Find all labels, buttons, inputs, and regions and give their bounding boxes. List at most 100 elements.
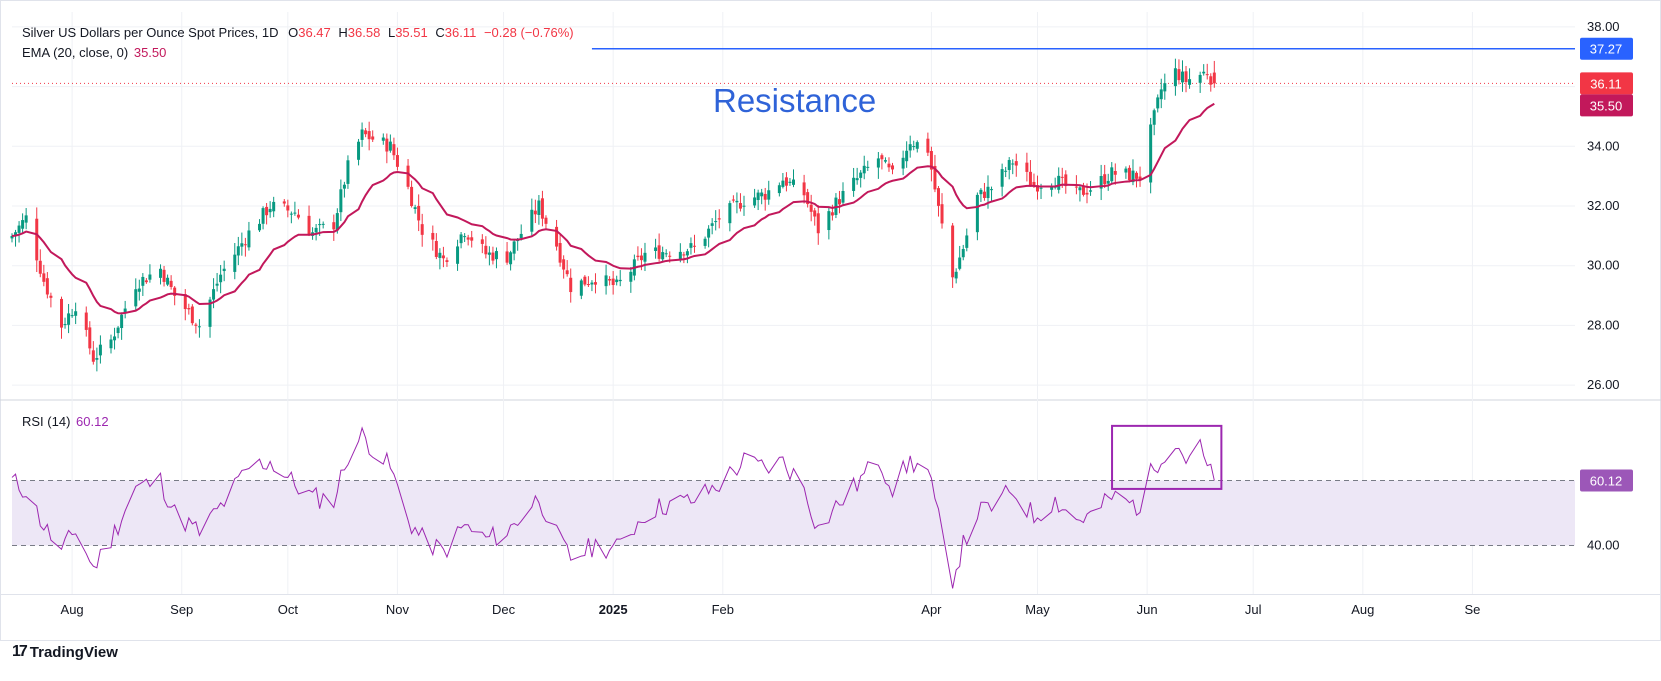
- candle-body: [222, 268, 226, 272]
- candle-body: [406, 165, 410, 187]
- candle-body: [339, 189, 343, 213]
- candle-body: [1011, 163, 1015, 165]
- candle: [1202, 64, 1206, 76]
- candle: [593, 273, 597, 294]
- candle: [364, 127, 368, 138]
- candle-body: [753, 197, 757, 206]
- candle-body: [519, 233, 523, 239]
- candle-body: [862, 165, 866, 174]
- candle: [883, 157, 887, 164]
- ema-line: [11, 102, 1215, 315]
- candle-body: [827, 211, 831, 231]
- candle-body: [1035, 185, 1039, 192]
- ema-price-tag-bg: [1580, 94, 1633, 117]
- candle-body: [286, 205, 290, 211]
- candle-body: [954, 271, 958, 279]
- candle: [293, 201, 297, 216]
- candle: [929, 146, 933, 182]
- candle-body: [816, 213, 820, 234]
- candle-body: [367, 131, 371, 140]
- legend-high-label: H: [338, 25, 348, 40]
- time-tick-label: Sep: [170, 602, 193, 617]
- candle: [417, 194, 421, 232]
- candle-body: [183, 294, 187, 310]
- last-price-tag-bg: [1580, 72, 1633, 95]
- candle-body: [1110, 167, 1114, 182]
- candle-body: [940, 204, 944, 224]
- candle: [410, 180, 414, 208]
- candle-body: [321, 223, 325, 225]
- candle: [1050, 183, 1054, 197]
- candle: [1000, 163, 1004, 197]
- candle: [494, 247, 498, 269]
- candle-body: [1131, 170, 1135, 183]
- candle: [912, 140, 916, 151]
- candle-body: [466, 237, 470, 240]
- candle: [484, 236, 488, 259]
- candle: [116, 326, 120, 339]
- candle-body: [703, 238, 707, 246]
- candle: [296, 209, 300, 220]
- candle-body: [318, 224, 322, 226]
- candle: [876, 152, 880, 179]
- candle-body: [707, 228, 711, 238]
- candle: [1173, 58, 1177, 96]
- candle-body: [395, 155, 399, 167]
- candle-body: [1173, 68, 1177, 87]
- candle: [975, 192, 979, 241]
- candle-body: [866, 166, 870, 168]
- candle: [1011, 159, 1015, 175]
- candle: [183, 289, 187, 321]
- candle-body: [120, 314, 124, 329]
- candle-body: [293, 212, 297, 214]
- ema-price-tag: 35.50: [1580, 94, 1633, 117]
- candle-body: [912, 146, 916, 148]
- candle: [862, 155, 866, 180]
- candle: [579, 278, 583, 300]
- candle: [339, 179, 343, 222]
- candle-body: [1124, 168, 1128, 173]
- candle-body: [1103, 174, 1107, 185]
- candle: [38, 249, 42, 278]
- candle-body: [173, 287, 177, 296]
- candle-body: [982, 191, 986, 198]
- time-tick-label: Dec: [492, 602, 516, 617]
- candle-body: [134, 289, 138, 307]
- candle: [982, 182, 986, 201]
- candle: [908, 135, 912, 158]
- candle: [243, 237, 247, 257]
- candle-body: [49, 295, 53, 298]
- candle: [887, 157, 891, 172]
- candle: [1028, 160, 1032, 187]
- candle-body: [1057, 175, 1061, 190]
- candle: [735, 192, 739, 214]
- candle-body: [756, 192, 760, 201]
- candle-body: [760, 192, 764, 197]
- resistance-annotation: Resistance: [713, 82, 876, 119]
- legend-low-value: 35.51: [395, 25, 428, 40]
- candle-body: [654, 247, 658, 251]
- candle-body: [837, 199, 841, 205]
- candle: [357, 138, 361, 166]
- candle-body: [1180, 71, 1184, 83]
- candle: [219, 264, 223, 294]
- candle-body: [35, 218, 39, 261]
- candle: [487, 246, 491, 266]
- candle: [45, 272, 49, 299]
- candle-body: [505, 251, 509, 263]
- candle: [816, 205, 820, 245]
- candle: [1159, 78, 1163, 109]
- candle-body: [169, 280, 173, 287]
- rsi-tick-label: 40.00: [1587, 538, 1620, 553]
- candle: [91, 341, 95, 365]
- tradingview-brand[interactable]: 17 TradingView: [12, 643, 118, 661]
- candle-body: [17, 225, 21, 233]
- candle: [441, 246, 445, 268]
- candle-body: [951, 225, 955, 278]
- candle-body: [990, 189, 994, 191]
- resistance-price-tag-text: 37.27: [1590, 42, 1623, 57]
- candle: [137, 279, 141, 301]
- candle-body: [915, 142, 919, 149]
- rsi-price-tag: 60.12: [1580, 469, 1633, 492]
- candle-body: [258, 223, 262, 231]
